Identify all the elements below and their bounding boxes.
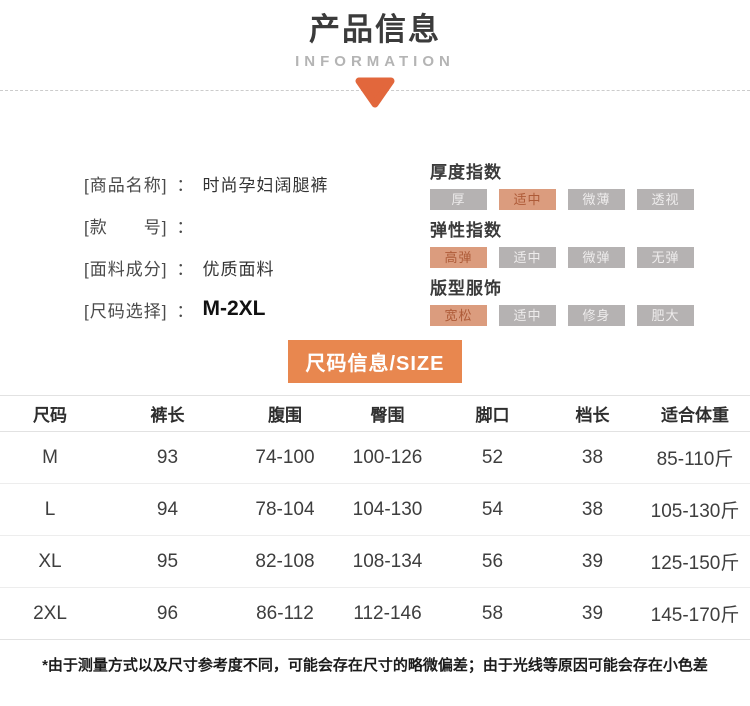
table-cell: 108-134 (335, 535, 440, 588)
detail-value: 时尚孕妇阔腿裤 (202, 175, 329, 195)
table-cell: 112-146 (335, 587, 440, 640)
disclaimer-footnote: *由于测量方式以及尺寸参考度不同，可能会存在尺寸的略微偏差；由于光线等原因可能会… (42, 657, 708, 674)
table-cell: 74-100 (235, 431, 335, 484)
badge-row: 宽松 适中 修身 肥大 (430, 305, 750, 326)
detail-colon: ： (176, 217, 194, 237)
table-cell: 93 (100, 431, 235, 484)
detail-colon: ： (176, 301, 194, 321)
badge-sheer: 透视 (637, 189, 694, 210)
detail-value-size-range: M-2XL (202, 297, 266, 320)
page-subtitle: INFORMATION (295, 53, 455, 70)
index-title: 弹性指数 (430, 221, 502, 240)
header-rise: 档长 (545, 395, 640, 432)
table-cell: 105-130斤 (640, 483, 750, 536)
table-cell: 85-110斤 (640, 431, 750, 484)
table-cell: 82-108 (235, 535, 335, 588)
table-cell: 39 (545, 587, 640, 640)
size-info-banner: 尺码信息/SIZE (288, 340, 462, 383)
table-row-m: M 93 74-100 100-126 52 38 85-110斤 (0, 431, 750, 484)
badge-oversized: 肥大 (637, 305, 694, 326)
detail-label: [款 号] (84, 217, 168, 237)
section-divider (0, 72, 750, 112)
table-cell: 39 (545, 535, 640, 588)
detail-row-product-name: [商品名称] ： 时尚孕妇阔腿裤 (84, 162, 430, 204)
down-triangle-icon (352, 76, 398, 115)
attribute-indexes: 厚度指数 厚 适中 微薄 透视 弹性指数 高弹 适中 微弹 无弹 版型服饰 宽松… (430, 162, 750, 336)
header-pants-length: 裤长 (100, 395, 235, 432)
badge-high-stretch-selected: 高弹 (430, 247, 487, 268)
table-header-row: 尺码 裤长 腹围 臀围 脚口 档长 适合体重 (0, 395, 750, 432)
fit-index-group: 版型服饰 宽松 适中 修身 肥大 (430, 278, 750, 326)
table-cell: 125-150斤 (640, 535, 750, 588)
detail-row-size-range: [尺码选择] ： M-2XL (84, 288, 430, 330)
badge-row: 厚 适中 微薄 透视 (430, 189, 750, 210)
table-cell: 95 (100, 535, 235, 588)
detail-colon: ： (176, 259, 194, 279)
table-cell: 100-126 (335, 431, 440, 484)
header-belly: 腹围 (235, 395, 335, 432)
detail-label: [尺码选择] (84, 301, 168, 321)
table-row-xl: XL 95 82-108 108-134 56 39 125-150斤 (0, 535, 750, 588)
table-cell: 2XL (0, 587, 100, 640)
detail-row-style-number: [款 号] ： (84, 204, 430, 246)
table-cell: 86-112 (235, 587, 335, 640)
product-details: [商品名称] ： 时尚孕妇阔腿裤 [款 号] ： [面料成分] ： 优质面料 [… (84, 162, 430, 336)
detail-value: 优质面料 (202, 259, 275, 279)
detail-label: [面料成分] (84, 259, 168, 279)
header-leg-opening: 脚口 (440, 395, 545, 432)
badge-slim: 修身 (568, 305, 625, 326)
badge-medium-selected: 适中 (499, 189, 556, 210)
elasticity-index-group: 弹性指数 高弹 适中 微弹 无弹 (430, 220, 750, 268)
product-info-section: [商品名称] ： 时尚孕妇阔腿裤 [款 号] ： [面料成分] ： 优质面料 [… (0, 162, 750, 336)
index-title: 厚度指数 (430, 163, 502, 182)
table-cell: 38 (545, 483, 640, 536)
badge-thick: 厚 (430, 189, 487, 210)
badge-medium: 适中 (499, 247, 556, 268)
header-weight: 适合体重 (640, 395, 750, 432)
table-cell: 54 (440, 483, 545, 536)
page-header: 产品信息 INFORMATION (0, 0, 750, 72)
size-banner-wrap: 尺码信息/SIZE (0, 340, 750, 383)
detail-colon: ： (176, 175, 194, 195)
table-row-2xl: 2XL 96 86-112 112-146 58 39 145-170斤 (0, 587, 750, 640)
badge-no-stretch: 无弹 (637, 247, 694, 268)
detail-row-fabric: [面料成分] ： 优质面料 (84, 246, 430, 288)
table-cell: 38 (545, 431, 640, 484)
table-cell: 104-130 (335, 483, 440, 536)
badge-loose-selected: 宽松 (430, 305, 487, 326)
table-cell: 78-104 (235, 483, 335, 536)
badge-regular: 适中 (499, 305, 556, 326)
badge-row: 高弹 适中 微弹 无弹 (430, 247, 750, 268)
table-cell: 96 (100, 587, 235, 640)
table-cell: L (0, 483, 100, 536)
index-title: 版型服饰 (430, 279, 502, 298)
thickness-index-group: 厚度指数 厚 适中 微薄 透视 (430, 162, 750, 210)
header-hip: 臀围 (335, 395, 440, 432)
page-title: 产品信息 (309, 12, 441, 47)
table-cell: 58 (440, 587, 545, 640)
table-cell: 145-170斤 (640, 587, 750, 640)
table-row-l: L 94 78-104 104-130 54 38 105-130斤 (0, 483, 750, 536)
size-chart-table: 尺码 裤长 腹围 臀围 脚口 档长 适合体重 M 93 74-100 100-1… (0, 395, 750, 640)
badge-thin: 微薄 (568, 189, 625, 210)
table-cell: 56 (440, 535, 545, 588)
table-cell: 52 (440, 431, 545, 484)
table-cell: 94 (100, 483, 235, 536)
header-size: 尺码 (0, 395, 100, 432)
badge-slight-stretch: 微弹 (568, 247, 625, 268)
table-cell: M (0, 431, 100, 484)
detail-label: [商品名称] (84, 175, 168, 195)
table-cell: XL (0, 535, 100, 588)
